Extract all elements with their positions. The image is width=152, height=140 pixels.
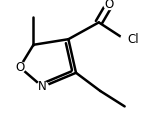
Text: Cl: Cl	[128, 33, 139, 46]
Text: N: N	[38, 80, 47, 93]
Circle shape	[37, 81, 48, 92]
Circle shape	[104, 0, 115, 10]
Circle shape	[121, 32, 138, 47]
Text: O: O	[105, 0, 114, 11]
Circle shape	[14, 62, 26, 73]
Text: O: O	[15, 61, 24, 74]
